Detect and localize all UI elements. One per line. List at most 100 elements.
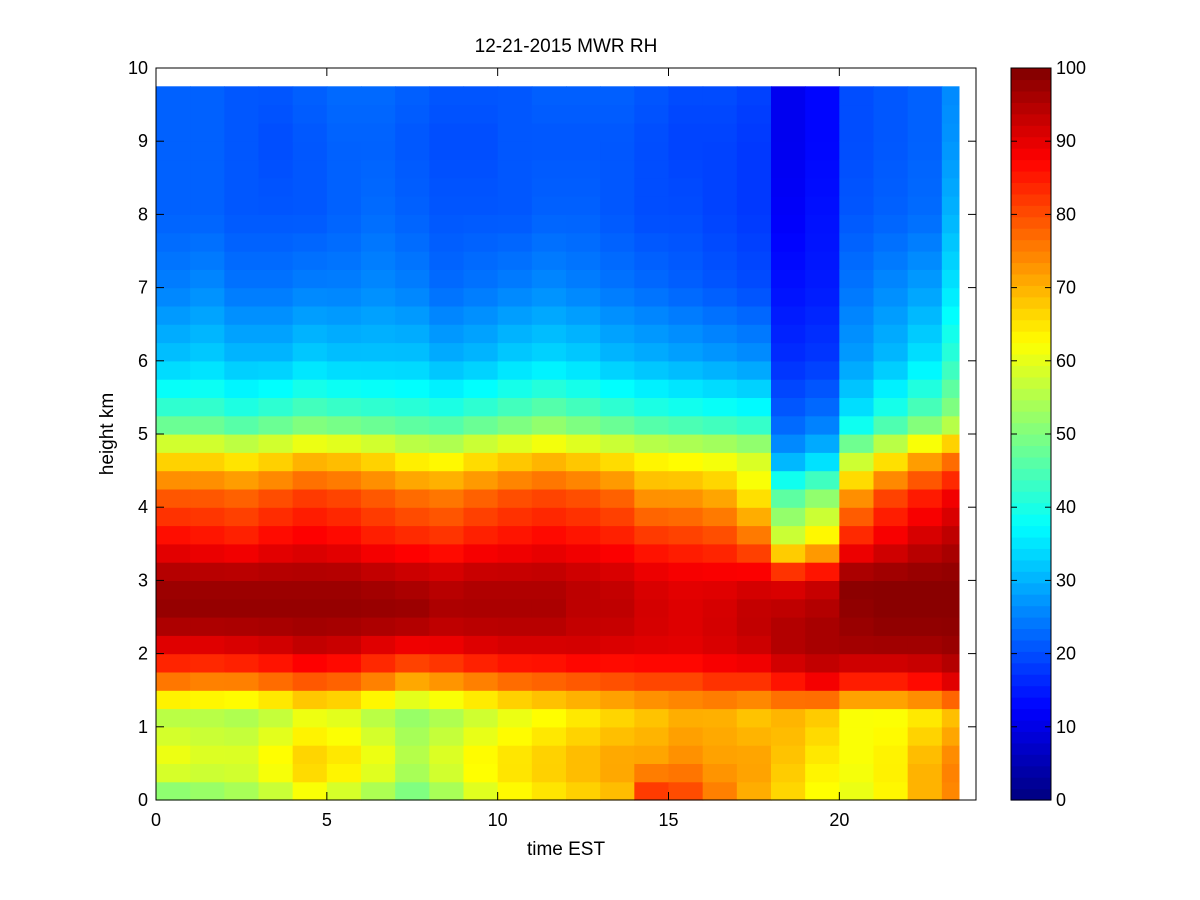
heatmap-cell [429, 580, 465, 600]
heatmap-cell [600, 342, 635, 362]
colorbar-tick-label: 80 [1056, 204, 1076, 224]
heatmap-cell [224, 305, 260, 325]
heatmap-cell [839, 598, 875, 618]
heatmap-cell [156, 196, 191, 215]
heatmap-cell [258, 104, 294, 124]
heatmap-cell [395, 470, 430, 490]
heatmap-cell [258, 141, 294, 161]
heatmap-cell [702, 269, 738, 289]
colorbar-swatch [1011, 468, 1051, 481]
heatmap-cell [702, 598, 738, 618]
heatmap-cell [463, 287, 499, 307]
heatmap-cell [326, 122, 362, 142]
heatmap-cell [224, 598, 260, 618]
heatmap-cell [771, 397, 806, 417]
heatmap-cell [634, 507, 670, 527]
heatmap-cell [600, 781, 635, 801]
heatmap-cell [497, 580, 533, 600]
colorbar-swatch [1011, 308, 1051, 321]
heatmap-cell [361, 763, 396, 783]
heatmap-cell [497, 305, 533, 325]
heatmap-cell [429, 324, 465, 344]
heatmap-cell [907, 598, 943, 618]
heatmap-cell [429, 379, 465, 398]
heatmap-cell [702, 617, 738, 636]
heatmap-cell [361, 781, 396, 801]
heatmap-cell [873, 745, 909, 764]
heatmap-cell [361, 196, 396, 215]
heatmap-cell [873, 562, 909, 581]
heatmap-cell [292, 525, 328, 545]
heatmap-cell [600, 598, 635, 618]
heatmap-cell [224, 653, 260, 673]
heatmap-cell [941, 86, 960, 106]
heatmap-cell [156, 598, 191, 618]
heatmap-cell [429, 159, 465, 179]
heatmap-cell [156, 635, 191, 655]
heatmap-cell [395, 141, 430, 161]
heatmap-cell [736, 104, 772, 124]
heatmap-cell [873, 543, 909, 563]
heatmap-cell [258, 525, 294, 545]
heatmap-cell [805, 196, 840, 215]
heatmap-cell [907, 525, 943, 545]
heatmap-cell [634, 159, 670, 179]
heatmap-cell [326, 196, 362, 215]
heatmap-cell [361, 177, 396, 197]
heatmap-cell [600, 434, 635, 453]
y-tick-label: 3 [138, 570, 148, 590]
colorbar-swatch [1011, 536, 1051, 549]
heatmap-cell [326, 342, 362, 362]
heatmap-cell [702, 122, 738, 142]
heatmap-cell [190, 379, 225, 398]
heatmap-cell [224, 745, 260, 764]
heatmap-cell [156, 708, 191, 728]
heatmap-cell [429, 360, 465, 380]
colorbar-swatch [1011, 90, 1051, 103]
heatmap-cell [668, 635, 704, 655]
heatmap-cell [566, 104, 601, 124]
heatmap-cell [531, 324, 567, 344]
x-axis-ticks: 0 5 10 15 20 [151, 68, 849, 830]
heatmap-cell [771, 287, 806, 307]
heatmap-cell [531, 708, 567, 728]
heatmap-cell [702, 196, 738, 215]
colorbar-swatch [1011, 422, 1051, 435]
heatmap-cell [873, 708, 909, 728]
heatmap-cell [907, 397, 943, 417]
colorbar-swatch [1011, 193, 1051, 206]
heatmap-cell [258, 452, 294, 472]
heatmap-cell [190, 141, 225, 161]
heatmap-cell [497, 507, 533, 527]
heatmap-cell [292, 324, 328, 344]
heatmap-cell [873, 86, 909, 106]
heatmap-cell [463, 415, 499, 435]
heatmap-cell [429, 122, 465, 142]
heatmap-cell [873, 617, 909, 636]
heatmap-cell [292, 214, 328, 234]
heatmap-cell [326, 159, 362, 179]
colorbar-tick-label: 90 [1056, 131, 1076, 151]
heatmap-cell [429, 488, 465, 508]
y-tick-label: 7 [138, 278, 148, 298]
heatmap-cell [292, 470, 328, 490]
heatmap-cell [668, 452, 704, 472]
heatmap-cell [395, 342, 430, 362]
heatmap-cell [702, 86, 738, 106]
heatmap-cell [668, 434, 704, 453]
heatmap-cell [839, 781, 875, 801]
heatmap-cell [463, 452, 499, 472]
heatmap-cell [224, 415, 260, 435]
heatmap-cell [258, 251, 294, 270]
heatmap-cell [156, 745, 191, 764]
heatmap-cell [326, 690, 362, 710]
heatmap-cell [566, 122, 601, 142]
colorbar-swatch [1011, 651, 1051, 664]
heatmap-cell [805, 708, 840, 728]
heatmap-cell [190, 324, 225, 344]
chart-title: 12-21-2015 MWR RH [475, 36, 658, 57]
heatmap-cell [361, 287, 396, 307]
heatmap-cell [600, 763, 635, 783]
heatmap-cell [702, 690, 738, 710]
heatmap-cell [702, 379, 738, 398]
